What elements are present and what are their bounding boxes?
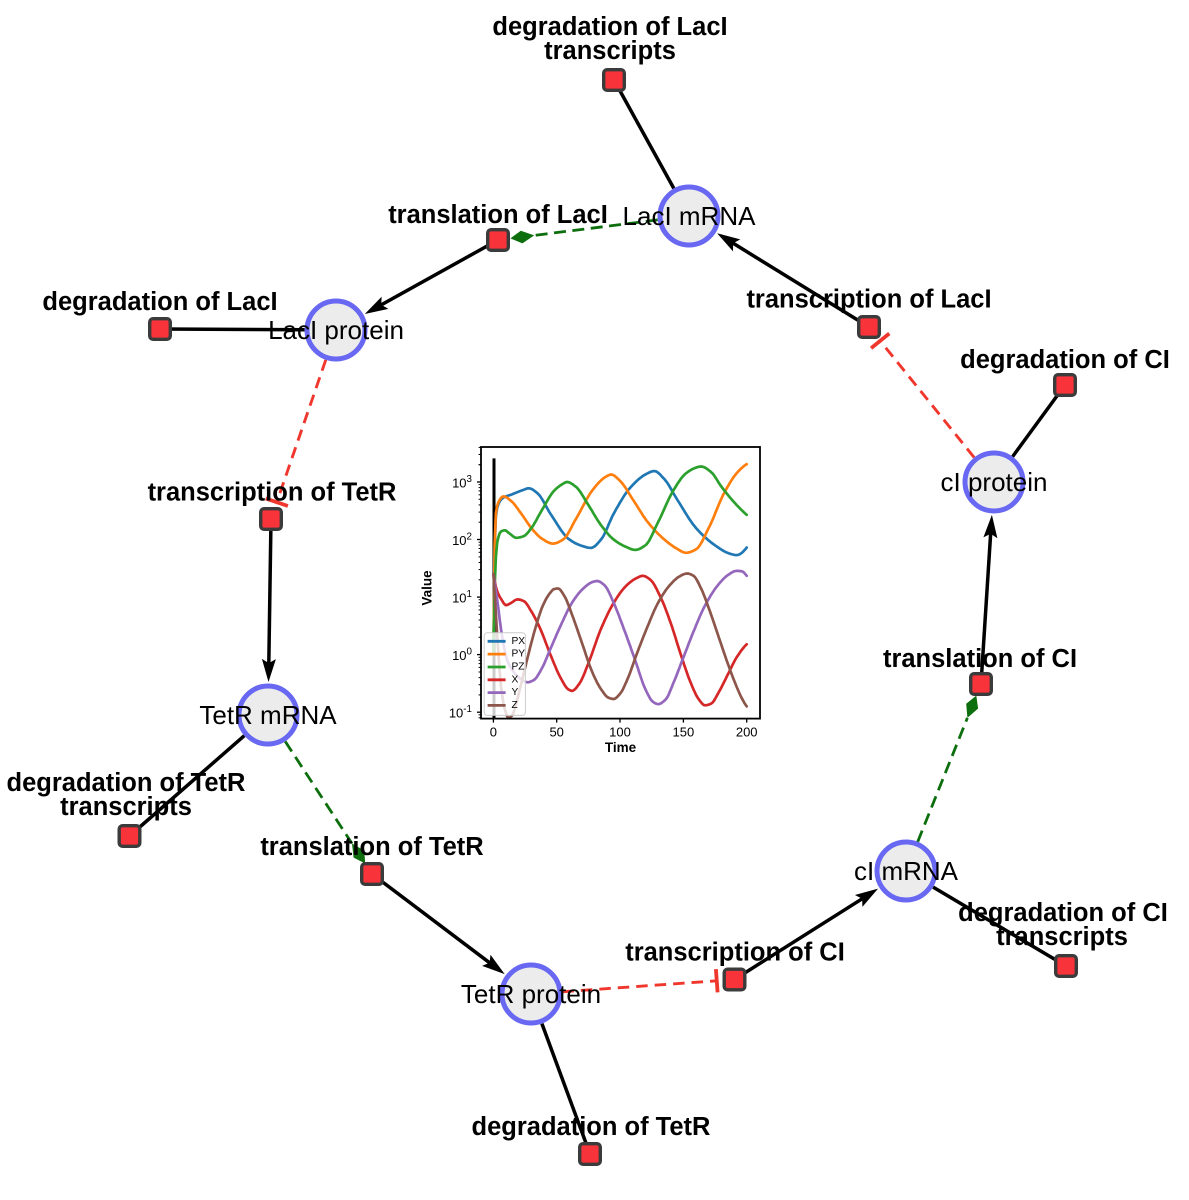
svg-text:200: 200	[736, 725, 758, 740]
svg-text:transcripts: transcripts	[996, 923, 1128, 951]
svg-text:0: 0	[490, 725, 497, 740]
svg-text:transcription of TetR: transcription of TetR	[148, 479, 397, 507]
svg-text:translation of TetR: translation of TetR	[260, 833, 483, 861]
svg-text:transcripts: transcripts	[544, 37, 676, 65]
svg-text:PZ: PZ	[512, 662, 525, 673]
svg-text:degradation of TetR: degradation of TetR	[472, 1113, 711, 1141]
svg-text:PX: PX	[512, 636, 526, 647]
svg-text:Value: Value	[420, 570, 435, 606]
svg-text:degradation of TetR: degradation of TetR	[7, 769, 246, 797]
svg-text:LacI mRNA: LacI mRNA	[623, 201, 757, 231]
svg-text:X: X	[512, 674, 519, 685]
svg-text:Z: Z	[512, 700, 518, 711]
svg-text:transcripts: transcripts	[60, 793, 192, 821]
svg-text:Y: Y	[512, 687, 519, 698]
svg-text:degradation of CI: degradation of CI	[958, 899, 1168, 927]
svg-text:150: 150	[673, 725, 695, 740]
svg-text:100: 100	[609, 725, 631, 740]
svg-text:transcription of CI: transcription of CI	[625, 939, 845, 967]
svg-text:Time: Time	[605, 740, 637, 755]
svg-text:cI protein: cI protein	[941, 467, 1048, 497]
svg-text:PY: PY	[512, 649, 526, 660]
svg-text:TetR protein: TetR protein	[461, 979, 601, 1009]
svg-text:LacI protein: LacI protein	[268, 315, 404, 345]
svg-text:cI mRNA: cI mRNA	[854, 856, 959, 886]
svg-text:translation of LacI: translation of LacI	[388, 201, 608, 229]
svg-text:TetR mRNA: TetR mRNA	[199, 700, 337, 730]
svg-text:degradation of LacI: degradation of LacI	[492, 13, 727, 41]
svg-text:50: 50	[549, 725, 563, 740]
svg-text:degradation of CI: degradation of CI	[960, 346, 1170, 374]
svg-text:translation of CI: translation of CI	[883, 645, 1077, 673]
svg-text:degradation of LacI: degradation of LacI	[42, 288, 277, 316]
svg-text:transcription of LacI: transcription of LacI	[746, 286, 991, 314]
